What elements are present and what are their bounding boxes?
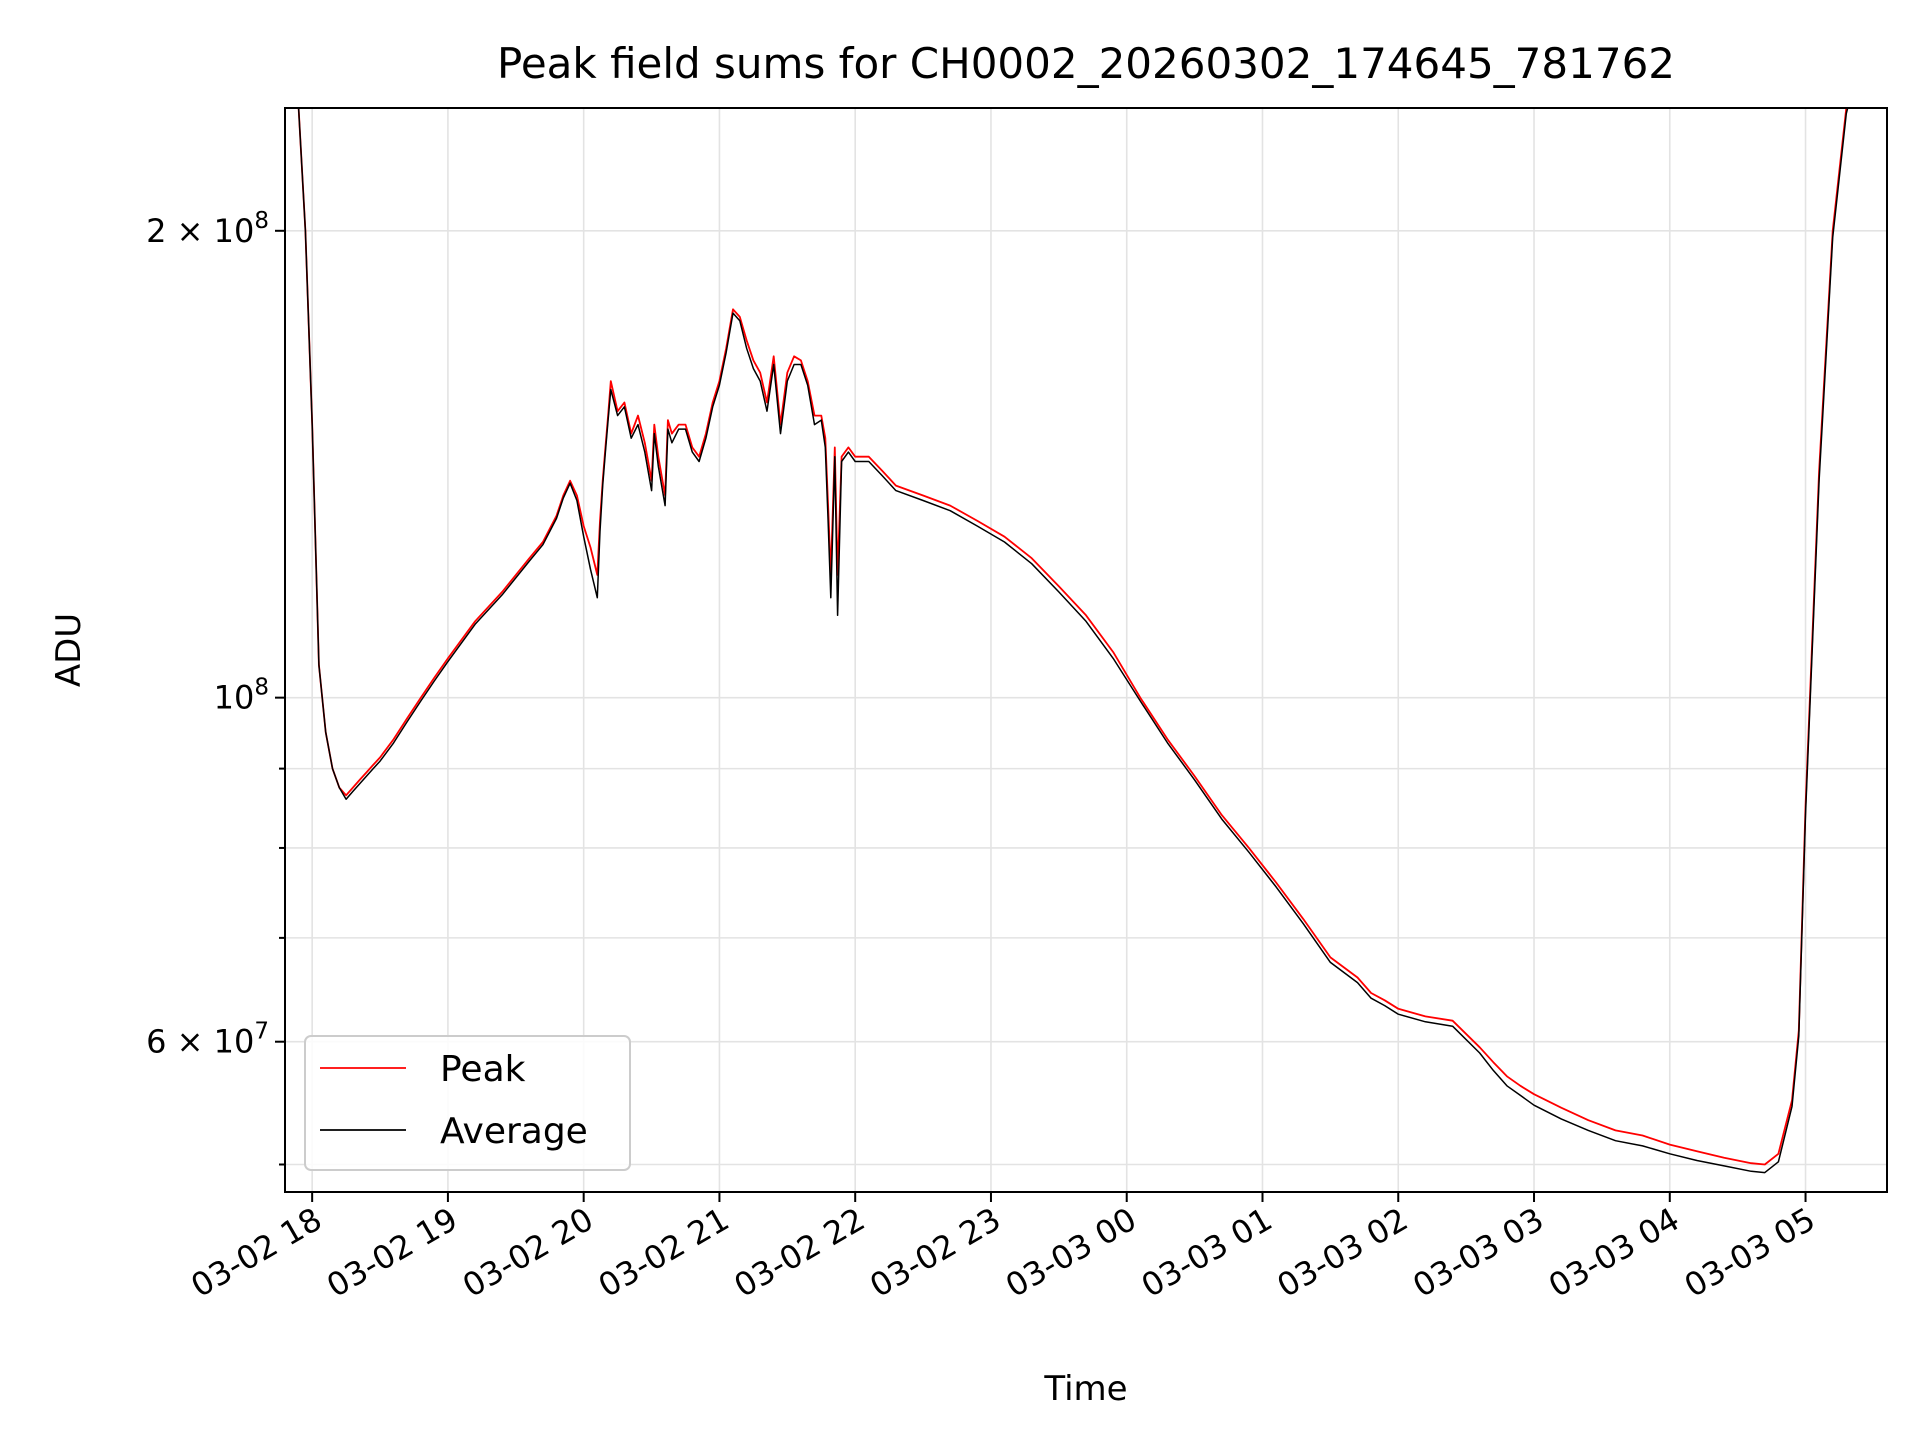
y-tick-times: × 10 — [166, 1023, 254, 1061]
y-tick-times: 10 — [214, 679, 255, 717]
y-tick-exponent: 8 — [254, 208, 269, 234]
legend-box — [304, 1035, 631, 1171]
y-tick-label: 108 — [214, 675, 269, 717]
y-tick-mantissa: 2 — [146, 212, 166, 250]
y-tick-exponent: 8 — [254, 675, 269, 701]
legend-average-label: Average — [440, 1111, 588, 1152]
series-average-line — [297, 108, 1849, 1174]
y-tick-times: × 10 — [166, 212, 254, 250]
series-peak-line — [297, 108, 1848, 1166]
series-layer — [297, 108, 1849, 1174]
legend: Peak Average — [304, 1035, 631, 1171]
y-tick-exponent: 7 — [254, 1019, 269, 1045]
y-tick-label: 6 × 107 — [146, 1019, 269, 1061]
chart-title: Peak field sums for CH0002_20260302_1746… — [497, 39, 1675, 88]
y-axis-label: ADU — [49, 613, 89, 687]
legend-peak-label: Peak — [440, 1049, 526, 1090]
y-tick-label: 2 × 108 — [146, 208, 269, 250]
grid — [285, 108, 1887, 1192]
x-axis-label: Time — [1043, 1369, 1127, 1409]
plot-frame — [284, 107, 1888, 1193]
y-tick-mantissa: 6 — [146, 1023, 166, 1061]
